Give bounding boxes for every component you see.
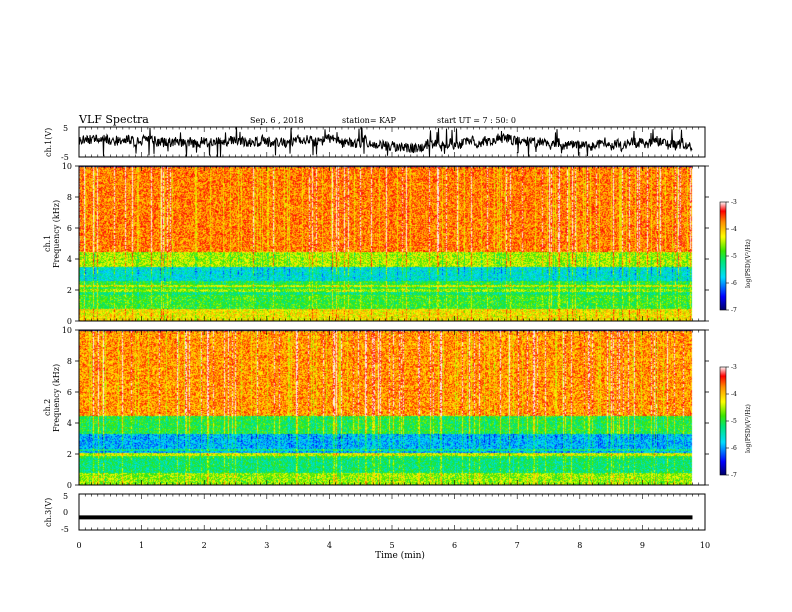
ch1-spec-label: ch.1 bbox=[43, 235, 52, 252]
header-date: Sep. 6 , 2018 bbox=[250, 116, 304, 125]
ch2-colorbar-ticks: -3 -4 -5 -6 -7 bbox=[726, 364, 737, 479]
freq-tick-label: 10 bbox=[62, 162, 72, 171]
ch1-spec-yticks: 0 2 4 6 8 10 bbox=[62, 162, 709, 326]
freq-tick-label: 4 bbox=[67, 255, 72, 264]
ch1-spectrogram-panel: 0 2 4 6 8 10 ch.1 Frequency (kHz) bbox=[43, 162, 709, 326]
colorbar-tick-label: -3 bbox=[731, 364, 737, 371]
ch1-ytick-top: 5 bbox=[63, 124, 68, 133]
time-tick-label: 8 bbox=[577, 541, 582, 550]
ch2-spec-ylabel: Frequency (kHz) bbox=[52, 364, 61, 432]
time-axis-tick-labels: 0 1 2 3 4 5 6 7 8 9 10 bbox=[76, 541, 710, 550]
freq-tick-label: 10 bbox=[62, 326, 72, 335]
ch1-colorbar: -3 -4 -5 -6 -7 log(PSD)(V²/Hz) bbox=[719, 199, 752, 314]
ch3-ylabel: ch.3(V) bbox=[44, 498, 53, 527]
time-axis-ticks bbox=[78, 127, 706, 530]
freq-tick-label: 0 bbox=[67, 317, 72, 326]
time-tick-label: 5 bbox=[389, 541, 394, 550]
ch3-ytick-top: 5 bbox=[63, 492, 68, 501]
ch2-colorbar-image bbox=[720, 367, 726, 475]
ch3-frame bbox=[78, 493, 706, 531]
time-tick-label: 4 bbox=[327, 541, 332, 550]
ch3-ytick-bottom: -5 bbox=[61, 525, 69, 534]
freq-tick-label: 6 bbox=[67, 224, 72, 233]
ch2-spectrogram-panel: 0 2 4 6 8 10 ch.2 Frequency (kHz) bbox=[43, 326, 709, 490]
ch1-trace bbox=[78, 126, 693, 157]
time-axis-label: Time (min) bbox=[375, 550, 425, 561]
ch2-spec-yticks: 0 2 4 6 8 10 bbox=[62, 326, 709, 490]
ch1-spec-ylabel: Frequency (kHz) bbox=[52, 200, 61, 268]
freq-tick-label: 8 bbox=[67, 357, 72, 366]
ch1-colorbar-label: log(PSD)(V²/Hz) bbox=[745, 239, 752, 288]
ch1-spectrogram-image bbox=[79, 166, 705, 321]
freq-tick-label: 6 bbox=[67, 388, 72, 397]
colorbar-tick-label: -4 bbox=[731, 226, 737, 233]
freq-tick-label: 2 bbox=[67, 286, 72, 295]
time-tick-label: 3 bbox=[264, 541, 269, 550]
figure-title: VLF Spectra bbox=[78, 113, 149, 126]
freq-tick-label: 4 bbox=[67, 419, 72, 428]
colorbar-tick-label: -5 bbox=[731, 418, 737, 425]
ch2-colorbar: -3 -4 -5 -6 -7 log(PSD)(V²/Hz) bbox=[719, 364, 752, 479]
ch1-waveform-panel: 5 -5 ch.1(V) bbox=[44, 124, 706, 162]
header-station: station= KAP bbox=[342, 116, 397, 125]
time-tick-label: 2 bbox=[202, 541, 207, 550]
time-tick-label: 1 bbox=[139, 541, 144, 550]
ch2-colorbar-label: log(PSD)(V²/Hz) bbox=[745, 404, 752, 453]
colorbar-tick-label: -5 bbox=[731, 253, 737, 260]
ch3-ytick-mid: 0 bbox=[63, 508, 68, 517]
freq-tick-label: 0 bbox=[67, 481, 72, 490]
freq-tick-label: 8 bbox=[67, 193, 72, 202]
colorbar-tick-label: -6 bbox=[731, 445, 737, 452]
colorbar-tick-label: -6 bbox=[731, 280, 737, 287]
ch1-colorbar-ticks: -3 -4 -5 -6 -7 bbox=[726, 199, 737, 314]
ch3-waveform-panel: 5 0 -5 ch.3(V) bbox=[44, 492, 706, 534]
ch1-ytick-bottom: -5 bbox=[61, 153, 69, 162]
time-tick-label: 9 bbox=[640, 541, 645, 550]
colorbar-tick-label: -7 bbox=[731, 307, 737, 314]
freq-tick-label: 2 bbox=[67, 450, 72, 459]
ch2-spec-label: ch.2 bbox=[43, 399, 52, 416]
time-tick-label: 10 bbox=[700, 541, 710, 550]
time-tick-label: 0 bbox=[76, 541, 81, 550]
time-tick-label: 6 bbox=[452, 541, 457, 550]
header-start-time: start UT = 7 : 50: 0 bbox=[437, 116, 516, 125]
ch1-ylabel: ch.1(V) bbox=[44, 128, 53, 157]
ch2-spectrogram-image bbox=[79, 330, 705, 485]
colorbar-tick-label: -3 bbox=[731, 199, 737, 206]
ch1-colorbar-image bbox=[720, 202, 726, 310]
colorbar-tick-label: -4 bbox=[731, 391, 737, 398]
time-tick-label: 7 bbox=[515, 541, 520, 550]
colorbar-tick-label: -7 bbox=[731, 472, 737, 479]
